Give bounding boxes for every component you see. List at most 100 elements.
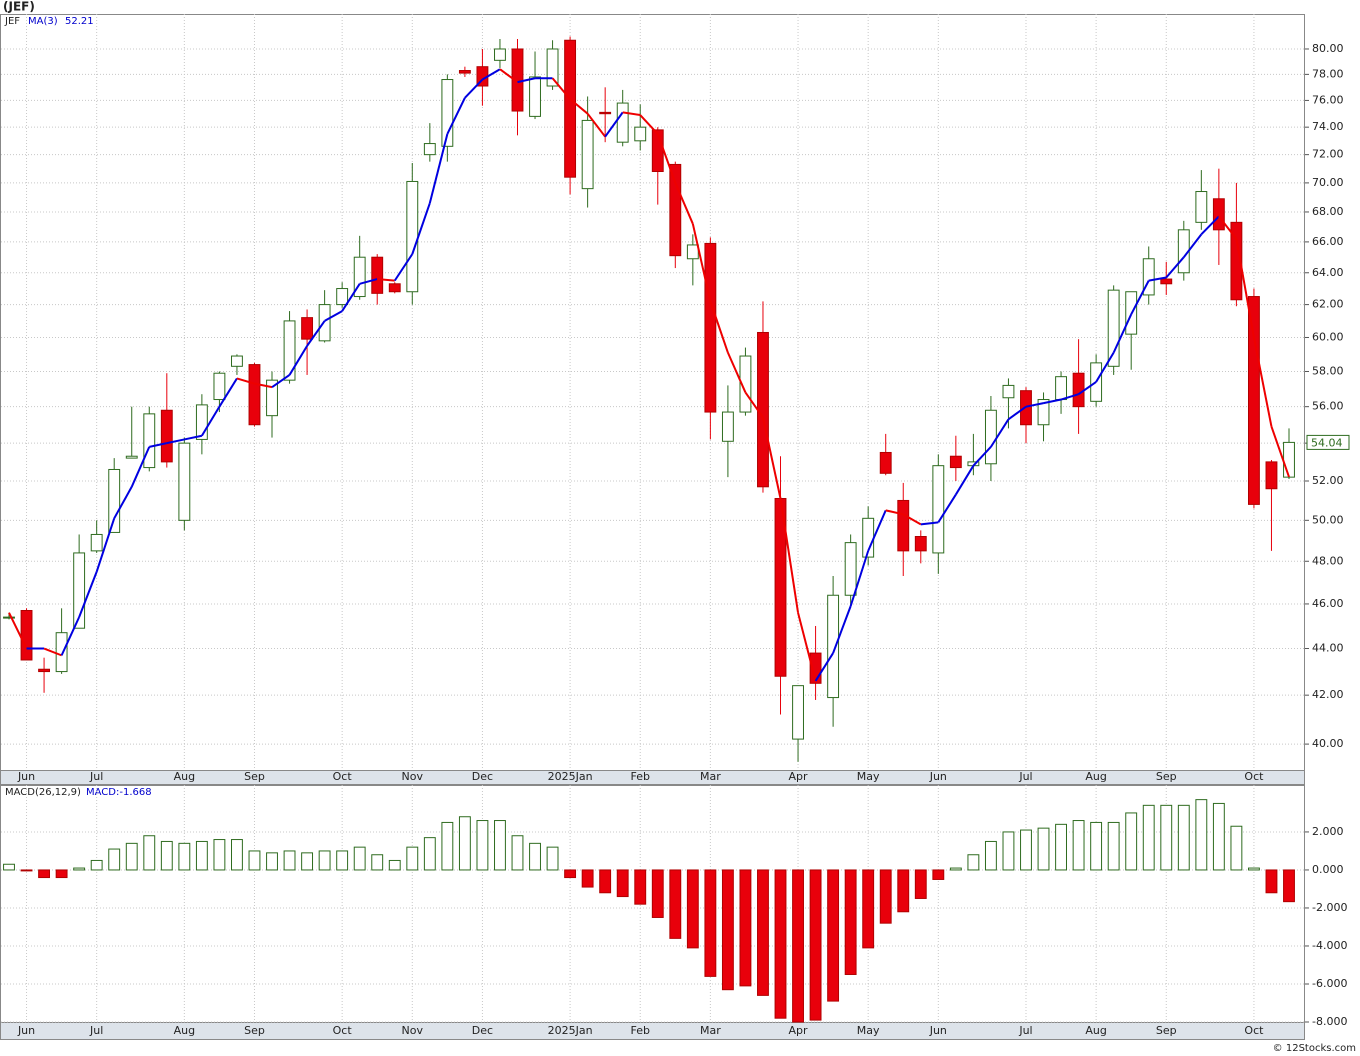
- x-axis-strip: [0, 1022, 1305, 1040]
- candle-body: [441, 79, 454, 147]
- x-tick-label: Jul: [1018, 770, 1032, 783]
- candle-body: [283, 320, 296, 381]
- candle-body: [195, 404, 208, 440]
- candle-body: [55, 632, 68, 673]
- ma-line: [849, 550, 870, 607]
- ma-line: [324, 310, 343, 322]
- ma-line: [867, 509, 887, 552]
- macd-bar: [967, 854, 980, 871]
- macd-bar: [1160, 804, 1173, 871]
- y-tick-label: 40.00: [1312, 737, 1344, 750]
- candle-body: [143, 413, 156, 469]
- candle-body: [336, 288, 349, 306]
- ma-line: [779, 498, 800, 613]
- candle-body: [90, 533, 103, 552]
- x-tick-label: Aug: [174, 770, 195, 783]
- ma-line: [149, 442, 168, 448]
- x-tick-label: Nov: [402, 1024, 424, 1037]
- y-tick-label: 80.00: [1312, 42, 1344, 55]
- x-tick-label: May: [857, 770, 880, 783]
- candle-body: [406, 180, 419, 293]
- macd-bar: [581, 869, 594, 888]
- candle-body: [949, 455, 962, 469]
- candle-body: [984, 409, 997, 465]
- y-tick-label: 42.00: [1312, 688, 1344, 701]
- ma-line: [1130, 280, 1150, 315]
- ma-line: [814, 652, 834, 682]
- candle-body: [932, 465, 945, 554]
- candle-body: [231, 355, 243, 367]
- ma-line: [622, 111, 641, 117]
- macd-bar: [546, 846, 559, 871]
- macd-bar: [178, 842, 191, 871]
- macd-bar: [406, 846, 419, 871]
- macd-bar: [511, 835, 524, 871]
- macd-bar: [231, 839, 243, 871]
- legend-ma: MA(3): [28, 16, 58, 27]
- macd-bar: [721, 869, 734, 991]
- candle-body: [160, 409, 173, 463]
- macd-bar: [458, 816, 471, 871]
- ma-line: [1025, 402, 1044, 408]
- x-tick-label: Mar: [700, 1024, 721, 1037]
- x-axis-strip: [0, 770, 1305, 785]
- macd-bar: [1247, 867, 1260, 871]
- macd-bar: [669, 869, 682, 939]
- macd-bar: [616, 869, 629, 898]
- candle-body: [73, 552, 86, 629]
- legend-symbol: JEF: [4, 16, 20, 27]
- candle-body: [301, 317, 314, 340]
- last-price-label: 54.04: [1311, 436, 1343, 449]
- y-tick-label: 60.00: [1312, 330, 1344, 343]
- ma-line: [517, 77, 536, 84]
- candle-body: [757, 331, 769, 488]
- candle-body: [388, 283, 401, 293]
- macd-bar: [827, 869, 840, 1002]
- y-tick-label: 76.00: [1312, 93, 1344, 106]
- macd-bar: [1212, 802, 1225, 871]
- candle-body: [634, 126, 647, 142]
- x-tick-label: Sep: [244, 770, 265, 783]
- x-tick-label: Oct: [1244, 770, 1264, 783]
- candle-body: [423, 143, 436, 156]
- macd-bar: [564, 869, 577, 879]
- candle-body: [1212, 198, 1225, 231]
- candle-body: [213, 372, 226, 401]
- ma-line: [499, 68, 519, 83]
- macd-bar: [108, 848, 121, 871]
- ma-line: [761, 417, 782, 499]
- y-tick-label: 70.00: [1312, 176, 1344, 189]
- macd-bar: [1002, 831, 1015, 871]
- candle-body: [1247, 296, 1260, 505]
- macd-bar: [1090, 821, 1103, 871]
- macd-bar: [774, 869, 787, 1019]
- x-tick-label: Oct: [333, 1024, 353, 1037]
- ma-line: [184, 434, 203, 441]
- ma-line: [1043, 398, 1062, 405]
- candle-body: [1230, 221, 1243, 301]
- macd-bar: [1055, 823, 1067, 871]
- candle-body: [809, 652, 822, 684]
- ma-line: [288, 345, 308, 376]
- ma-line: [1060, 393, 1079, 401]
- ma-line: [341, 283, 361, 312]
- macd-bar: [494, 820, 506, 871]
- x-tick-label: Oct: [1244, 1024, 1264, 1037]
- candle-body: [1283, 441, 1295, 478]
- candle-body: [1002, 384, 1015, 399]
- y-tick-label: 72.00: [1312, 148, 1344, 161]
- macd-bar: [1142, 804, 1155, 871]
- ma-line: [166, 438, 185, 445]
- candle-body: [494, 48, 506, 61]
- macd-bar: [20, 869, 33, 872]
- y-tick-label: 0.000: [1312, 863, 1344, 876]
- macd-bar: [423, 837, 436, 871]
- candle-body: [704, 242, 717, 413]
- ma-line: [920, 521, 939, 526]
- ma-line: [691, 223, 712, 302]
- macd-bar: [195, 840, 208, 871]
- y-tick-label: -4.000: [1312, 939, 1347, 952]
- x-tick-label: Jun: [929, 770, 947, 783]
- ma-line: [937, 494, 957, 523]
- macd-bar: [932, 869, 945, 880]
